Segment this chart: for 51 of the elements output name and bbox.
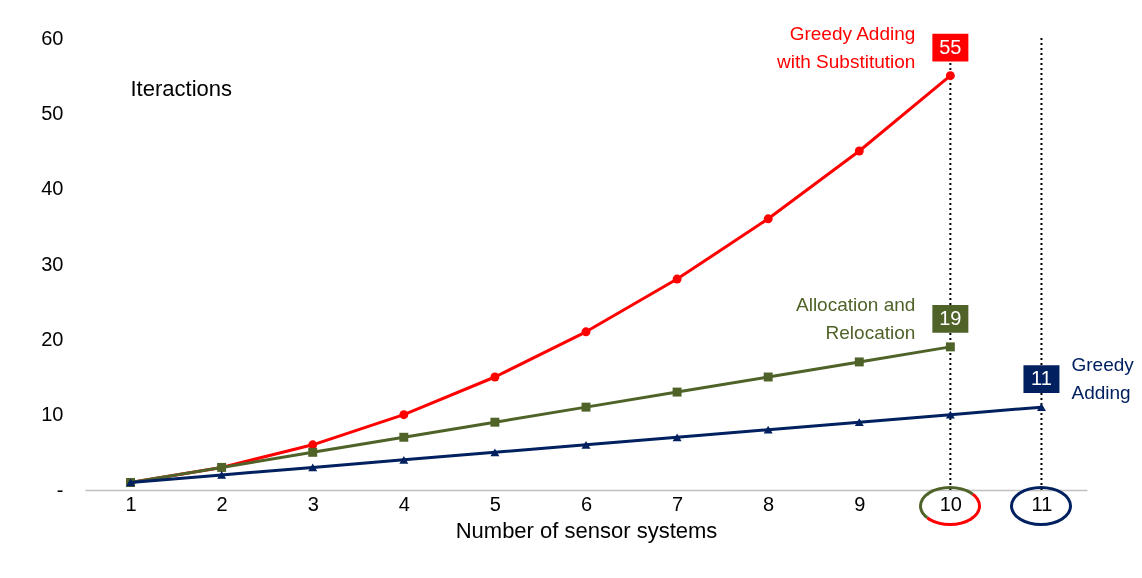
y-tick-label: 40 bbox=[41, 177, 64, 200]
x-tick-label: 5 bbox=[489, 492, 501, 515]
legend-label: Greedy Adding with Substitution bbox=[776, 22, 916, 72]
point bbox=[399, 455, 409, 464]
point bbox=[490, 417, 500, 427]
legend-label: Allocation and Relocation bbox=[795, 293, 916, 343]
data-label: 55 bbox=[939, 35, 962, 58]
point bbox=[217, 471, 227, 479]
y-tick-label: 10 bbox=[41, 403, 64, 426]
point bbox=[945, 342, 955, 352]
point bbox=[763, 214, 773, 224]
point bbox=[945, 71, 955, 81]
point bbox=[308, 447, 318, 457]
point bbox=[399, 432, 409, 442]
x-tick-label: 9 bbox=[854, 492, 866, 515]
point bbox=[854, 418, 864, 427]
data-label: 11 bbox=[1031, 367, 1052, 390]
y-tick-label: 60 bbox=[41, 26, 64, 49]
x-tick-label: 6 bbox=[580, 492, 593, 515]
y-axis-title: Iteractions bbox=[130, 75, 232, 101]
x-tick-label: 8 bbox=[763, 492, 775, 515]
point bbox=[581, 402, 591, 412]
x-tick-label: 7 bbox=[672, 492, 684, 515]
point bbox=[854, 357, 864, 367]
series-label: Greedy Adding bbox=[1071, 354, 1135, 404]
x-tick-label: 11 bbox=[1031, 492, 1053, 515]
x-axis-title: Number of sensor systems bbox=[455, 517, 718, 543]
y-tick-label: 20 bbox=[41, 327, 64, 350]
point bbox=[672, 387, 682, 397]
x-tick-label: 10 bbox=[939, 492, 962, 515]
point bbox=[1036, 403, 1046, 412]
x-tick-label: 1 bbox=[125, 492, 137, 515]
point bbox=[763, 372, 773, 382]
point bbox=[945, 410, 955, 419]
point bbox=[399, 410, 409, 420]
y-tick-label: - bbox=[56, 478, 64, 501]
point bbox=[581, 440, 591, 449]
point bbox=[763, 425, 773, 434]
y-tick-label: 30 bbox=[41, 252, 64, 275]
x-tick-label: 3 bbox=[307, 492, 319, 515]
point bbox=[490, 372, 500, 382]
point bbox=[308, 463, 318, 472]
point bbox=[854, 146, 864, 156]
x-tick-label: 4 bbox=[398, 492, 410, 515]
x-tick-label: 2 bbox=[216, 492, 228, 515]
y-tick-label: 50 bbox=[41, 101, 64, 124]
point bbox=[672, 433, 682, 442]
data-label: 19 bbox=[939, 306, 962, 329]
point bbox=[672, 274, 682, 284]
point bbox=[490, 448, 500, 457]
point bbox=[581, 327, 591, 337]
